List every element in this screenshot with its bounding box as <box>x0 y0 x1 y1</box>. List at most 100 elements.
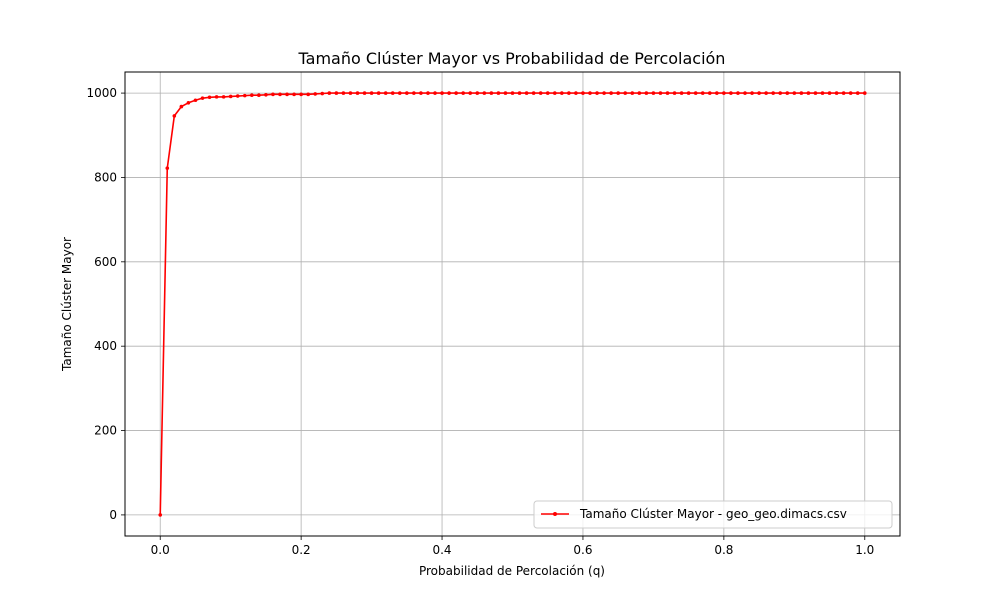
data-point <box>221 95 226 99</box>
data-point <box>348 91 353 95</box>
data-point <box>785 91 790 95</box>
data-point <box>264 92 268 97</box>
data-point <box>531 91 536 95</box>
legend: Tamaño Clúster Mayor - geo_geo.dimacs.cs… <box>533 500 893 529</box>
data-point <box>503 91 508 95</box>
x-tick-label: 0.2 <box>292 543 311 557</box>
data-point <box>799 91 804 95</box>
data-point <box>235 94 240 98</box>
data-point <box>306 92 310 97</box>
data-point <box>214 95 219 99</box>
data-point <box>172 114 177 118</box>
data-point <box>552 91 557 95</box>
data-point <box>299 92 303 97</box>
data-point <box>313 92 318 96</box>
data-point <box>461 91 465 95</box>
x-tick-label: 0.4 <box>432 543 451 557</box>
data-point <box>475 91 480 95</box>
data-point <box>193 98 198 103</box>
y-tick-label: 1000 <box>86 86 117 100</box>
data-point <box>200 96 205 100</box>
data-point <box>764 91 768 95</box>
data-point <box>454 91 458 95</box>
data-point <box>862 91 867 95</box>
data-point <box>644 91 649 95</box>
data-point <box>715 91 719 95</box>
x-tick-label: 0.0 <box>151 543 170 557</box>
data-point <box>813 91 818 95</box>
data-point <box>292 92 296 97</box>
data-point <box>778 91 783 95</box>
y-axis-ticks: 0 200 400 600 800 1000 <box>86 86 125 522</box>
data-point <box>567 91 571 95</box>
data-point <box>623 91 628 95</box>
data-point <box>672 91 677 95</box>
data-point <box>757 91 761 95</box>
data-point <box>320 91 325 96</box>
data-point <box>405 91 409 95</box>
chart-title: Tamaño Clúster Mayor vs Probabilidad de … <box>298 49 726 68</box>
x-axis-ticks: 0.0 0.2 0.4 0.6 0.8 1.0 <box>151 536 874 557</box>
data-point <box>750 91 754 95</box>
data-point <box>707 91 712 95</box>
x-tick-label: 1.0 <box>855 543 874 557</box>
data-point <box>574 91 578 95</box>
data-point <box>397 91 402 95</box>
data-point <box>242 93 247 98</box>
data-point <box>355 91 360 95</box>
data-point <box>489 91 494 95</box>
data-point <box>278 92 282 97</box>
data-point <box>510 91 515 95</box>
data-point <box>327 91 332 95</box>
data-point <box>581 91 585 95</box>
data-point <box>524 91 529 95</box>
legend-marker-sample <box>553 512 557 516</box>
data-point <box>651 91 656 95</box>
data-point <box>679 91 684 95</box>
data-point <box>412 91 416 95</box>
data-point <box>468 91 473 95</box>
data-point <box>419 91 423 95</box>
data-point <box>228 94 233 99</box>
series-points <box>158 91 867 517</box>
data-point <box>179 104 184 109</box>
data-point <box>545 91 550 95</box>
data-point <box>383 91 388 95</box>
legend-box <box>533 500 893 529</box>
data-point <box>806 91 811 95</box>
data-point <box>369 91 374 95</box>
data-point <box>447 91 451 95</box>
y-tick-label: 800 <box>94 170 117 184</box>
data-point <box>517 91 522 95</box>
data-point <box>658 91 663 95</box>
data-point <box>560 91 564 95</box>
data-point <box>855 91 860 95</box>
data-point <box>482 91 487 95</box>
data-point <box>630 91 635 95</box>
data-point <box>440 91 444 95</box>
y-tick-label: 400 <box>94 339 117 353</box>
data-point <box>496 91 501 95</box>
data-point <box>693 91 698 95</box>
axes-frame <box>124 71 901 537</box>
data-point <box>588 91 592 95</box>
data-point <box>792 91 797 95</box>
data-point <box>722 91 726 95</box>
data-point <box>736 91 740 95</box>
data-point <box>426 91 430 95</box>
data-point <box>771 91 775 95</box>
data-point <box>827 91 832 95</box>
data-point <box>848 91 853 95</box>
data-point <box>616 91 620 95</box>
data-point <box>834 91 839 95</box>
data-point <box>433 91 437 95</box>
data-point <box>609 91 613 95</box>
data-point <box>390 91 395 95</box>
data-point <box>820 91 825 95</box>
x-axis-label: Probabilidad de Percolación (q) <box>419 564 605 578</box>
data-point <box>538 91 543 95</box>
x-tick-label: 0.6 <box>573 543 592 557</box>
data-point <box>207 95 212 100</box>
